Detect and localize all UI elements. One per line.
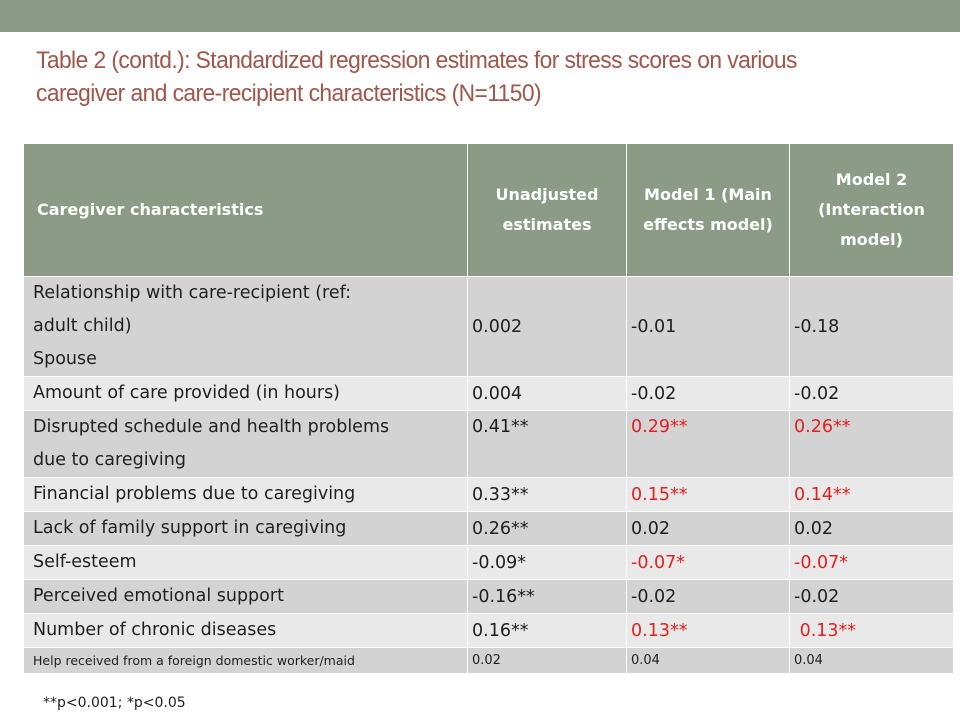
table-row: Amount of care provided (in hours) 0.004… [23, 376, 954, 411]
header-caregiver-characteristics: Caregiver characteristics [23, 143, 468, 277]
cell-model1: -0.02 [626, 579, 790, 614]
cell-unadjusted: 0.33** [467, 477, 627, 512]
cell-model2: -0.02 [789, 579, 954, 614]
table-row: Lack of family support in caregiving 0.2… [23, 511, 954, 546]
cell-model1: 0.13** [626, 613, 790, 648]
table-row: Self-esteem -0.09* -0.07* -0.07* [23, 545, 954, 580]
table-row: Help received from a foreign domestic wo… [23, 647, 954, 674]
row-label-line: Disrupted schedule and health problems [33, 417, 390, 437]
header-unadjusted: Unadjusted estimates [467, 143, 627, 277]
cell-model1: -0.07* [626, 545, 790, 580]
cell-model1: 0.29** [626, 410, 790, 478]
row-label: Relationship with care-recipient (ref: a… [23, 276, 468, 377]
row-label: Help received from a foreign domestic wo… [23, 647, 468, 674]
row-label: Disrupted schedule and health problems d… [23, 410, 468, 478]
cell-model2: 0.02 [789, 511, 954, 546]
cell-model2: 0.13** [789, 613, 954, 648]
row-label-line: Relationship with care-recipient (ref: [33, 283, 352, 303]
cell-model1: 0.04 [626, 647, 790, 674]
table-row: Perceived emotional support -0.16** -0.0… [23, 579, 954, 614]
row-label: Number of chronic diseases [23, 613, 468, 648]
cell-model1: -0.01 [626, 276, 790, 377]
row-label: Financial problems due to caregiving [23, 477, 468, 512]
cell-model2: -0.18 [789, 276, 954, 377]
cell-model2: 0.14** [789, 477, 954, 512]
row-label-line: adult child) [33, 316, 132, 336]
footnote: **p<0.001; *p<0.05 [43, 695, 186, 711]
cell-unadjusted: 0.002 [467, 276, 627, 377]
row-label: Self-esteem [23, 545, 468, 580]
row-label: Perceived emotional support [23, 579, 468, 614]
cell-unadjusted: 0.41** [467, 410, 627, 478]
table-header-row: Caregiver characteristics Unadjusted est… [23, 143, 954, 277]
header-model1: Model 1 (Main effects model) [626, 143, 790, 277]
table-row: Financial problems due to caregiving 0.3… [23, 477, 954, 512]
slide-title: Table 2 (contd.): Standardized regressio… [36, 47, 797, 107]
cell-model1: 0.15** [626, 477, 790, 512]
table-row: Number of chronic diseases 0.16** 0.13**… [23, 613, 954, 648]
cell-unadjusted: 0.02 [467, 647, 627, 674]
regression-table: Caregiver characteristics Unadjusted est… [23, 143, 954, 674]
header-model2: Model 2 (Interaction model) [789, 143, 954, 277]
cell-unadjusted: 0.004 [467, 376, 627, 411]
top-banner [0, 0, 960, 32]
row-label-line: due to caregiving [33, 450, 186, 470]
row-label-line: Spouse [33, 349, 97, 369]
cell-model2: 0.04 [789, 647, 954, 674]
table-row: Relationship with care-recipient (ref: a… [23, 276, 954, 377]
cell-unadjusted: 0.26** [467, 511, 627, 546]
table-row: Disrupted schedule and health problems d… [23, 410, 954, 478]
cell-unadjusted: 0.16** [467, 613, 627, 648]
row-label: Lack of family support in caregiving [23, 511, 468, 546]
cell-model1: 0.02 [626, 511, 790, 546]
cell-model2: -0.07* [789, 545, 954, 580]
cell-unadjusted: -0.16** [467, 579, 627, 614]
cell-model2: 0.26** [789, 410, 954, 478]
row-label: Amount of care provided (in hours) [23, 376, 468, 411]
cell-model1: -0.02 [626, 376, 790, 411]
cell-unadjusted: -0.09* [467, 545, 627, 580]
cell-model2: -0.02 [789, 376, 954, 411]
